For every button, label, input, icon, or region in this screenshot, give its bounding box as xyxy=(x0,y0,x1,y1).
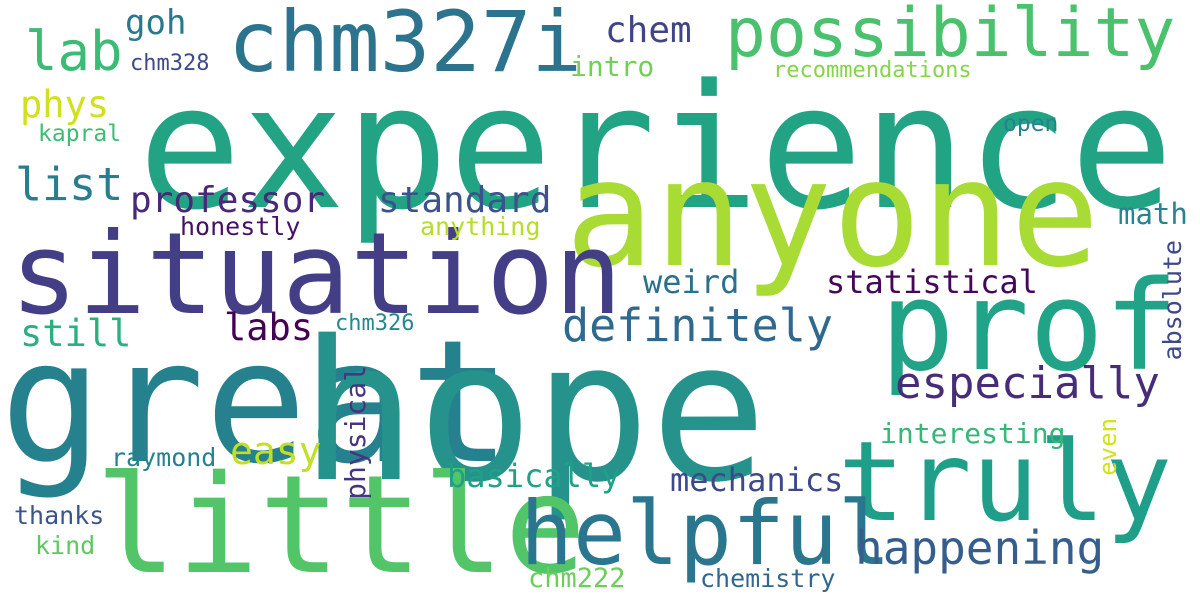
word-great: great xyxy=(0,304,512,502)
word-open: open xyxy=(1003,111,1059,137)
word-anything: anything xyxy=(420,212,541,241)
word-interesting: interesting xyxy=(880,417,1066,450)
word-chm328: chm328 xyxy=(130,51,210,76)
word-physical: physical xyxy=(339,365,372,500)
word-happening: happening xyxy=(855,521,1105,575)
word-anyone: anyone xyxy=(565,128,1100,300)
word-kind: kind xyxy=(35,531,96,560)
word-even: even xyxy=(1094,418,1122,476)
word-chem: chem xyxy=(605,10,692,51)
word-absolute: absolute xyxy=(1158,240,1187,361)
word-possibility: possibility xyxy=(725,0,1176,73)
word-raymond: raymond xyxy=(111,443,217,472)
word-kapral: kapral xyxy=(38,121,122,147)
word-prof: prof xyxy=(880,255,1179,399)
word-hope: hope xyxy=(300,299,768,525)
word-especially: especially xyxy=(895,358,1160,409)
word-recommendations: recommendations xyxy=(773,58,972,83)
word-statistical: statistical xyxy=(826,263,1038,301)
word-standard: standard xyxy=(378,180,552,221)
word-little: little xyxy=(95,447,587,600)
word-list: list xyxy=(15,158,124,211)
word-basically: basically xyxy=(447,457,621,495)
word-chemistry: chemistry xyxy=(700,564,836,593)
word-math: math xyxy=(1118,197,1188,231)
word-weird: weird xyxy=(643,263,740,301)
word-truly: truly xyxy=(838,418,1173,547)
word-chm222: chm222 xyxy=(528,563,626,594)
word-honestly: honestly xyxy=(180,212,301,241)
word-easy: easy xyxy=(230,429,322,473)
word-mechanics: mechanics xyxy=(670,461,844,499)
word-thanks: thanks xyxy=(14,501,105,530)
word-phys: phys xyxy=(20,83,110,126)
word-professor: professor xyxy=(130,180,326,221)
word-goh: goh xyxy=(125,3,187,43)
word-definitely: definitely xyxy=(562,299,833,352)
word-chm326: chm326 xyxy=(335,311,415,336)
word-situation: situation xyxy=(10,208,623,340)
word-experience: experience xyxy=(138,47,1174,248)
word-lab: lab xyxy=(25,20,123,83)
word-intro: intro xyxy=(570,50,655,83)
word-chm327i: chm327i xyxy=(228,0,583,91)
word-still: still xyxy=(20,312,132,355)
word-labs: labs xyxy=(224,306,314,349)
word-helpful: helpful xyxy=(520,482,891,585)
